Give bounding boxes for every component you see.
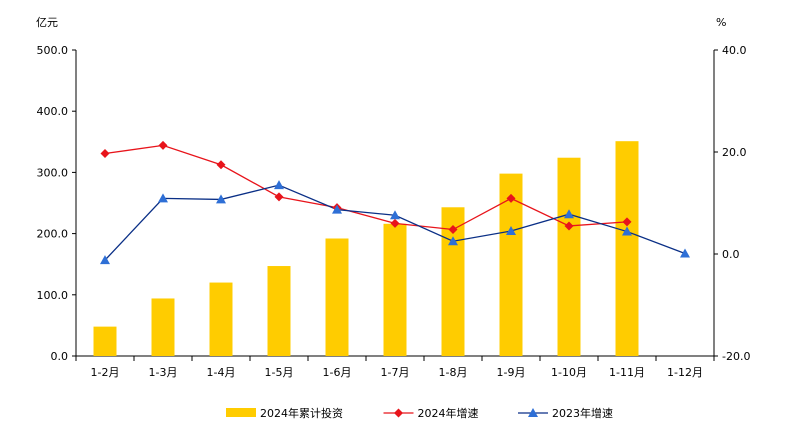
diamond-marker <box>390 218 400 228</box>
bar <box>557 157 581 356</box>
right-axis-unit: % <box>716 16 726 29</box>
diamond-marker <box>216 160 226 170</box>
x-axis-tick-label: 1-11月 <box>609 366 645 379</box>
legend-label: 2024年增速 <box>418 406 479 420</box>
triangle-marker <box>680 248 690 258</box>
x-axis-tick-label: 1-10月 <box>551 366 587 379</box>
axes: 0.0 100.0 200.0 300.0 400.0 500.0 -20.0 0.0 20.0… <box>37 44 751 379</box>
left-axis-tick-label: 0.0 <box>51 350 69 363</box>
diamond-marker <box>274 192 284 202</box>
triangle-marker <box>158 193 168 203</box>
bar-series <box>93 141 639 356</box>
triangle-marker <box>332 204 342 214</box>
left-axis-tick-label: 500.0 <box>37 44 69 57</box>
bar <box>267 266 291 356</box>
bar <box>93 326 117 356</box>
triangle-marker <box>622 226 632 236</box>
x-axis-tick-label: 1-5月 <box>265 366 294 379</box>
legend-label: 2023年增速 <box>552 406 613 420</box>
x-axis-tick-label: 1-9月 <box>497 366 526 379</box>
triangle-marker <box>216 194 226 204</box>
right-axis-tick-label: -20.0 <box>722 350 750 363</box>
x-axis-tick-label: 1-3月 <box>149 366 178 379</box>
left-axis-tick-label: 400.0 <box>37 105 69 118</box>
triangle-marker <box>564 209 574 219</box>
triangle-marker <box>274 180 284 190</box>
bar <box>441 207 465 356</box>
x-axis-tick-label: 1-7月 <box>381 366 410 379</box>
x-axis-tick-label: 1-4月 <box>207 366 236 379</box>
left-axis-tick-label: 100.0 <box>37 289 69 302</box>
triangle-marker <box>100 255 110 265</box>
triangle-marker <box>506 226 516 236</box>
diamond-marker <box>564 221 574 231</box>
left-axis-tick-label: 200.0 <box>37 228 69 241</box>
bar <box>151 298 175 356</box>
diamond-marker <box>158 140 168 150</box>
x-axis-tick-label: 1-2月 <box>91 366 120 379</box>
line-series <box>100 140 690 265</box>
bar <box>615 141 639 356</box>
series-line <box>104 144 628 231</box>
x-axis-tick-label: 1-6月 <box>323 366 352 379</box>
legend-bar-swatch <box>226 408 256 417</box>
bar <box>209 282 233 356</box>
legend-label: 2024年累计投资 <box>260 406 343 420</box>
x-axis-tick-label: 1-8月 <box>439 366 468 379</box>
diamond-marker <box>622 217 632 227</box>
diamond-marker <box>506 193 516 203</box>
diamond-marker <box>448 225 458 235</box>
triangle-marker <box>448 236 458 246</box>
triangle-marker <box>390 210 400 220</box>
right-axis-tick-label: 20.0 <box>722 146 747 159</box>
left-axis-unit: 亿元 <box>36 16 58 29</box>
diamond-marker <box>100 149 110 159</box>
legend: 2024年累计投资 2024年增速 2023年增速 <box>226 406 613 420</box>
right-axis-tick-label: 40.0 <box>722 44 747 57</box>
bar <box>499 173 523 356</box>
x-axis-tick-label: 1-12月 <box>667 366 703 379</box>
bar <box>325 238 349 356</box>
left-axis-tick-label: 300.0 <box>37 166 69 179</box>
bar <box>383 223 407 356</box>
legend-triangle-marker <box>528 408 538 417</box>
legend-diamond-marker <box>394 408 403 418</box>
right-axis-tick-label: 0.0 <box>722 248 740 261</box>
